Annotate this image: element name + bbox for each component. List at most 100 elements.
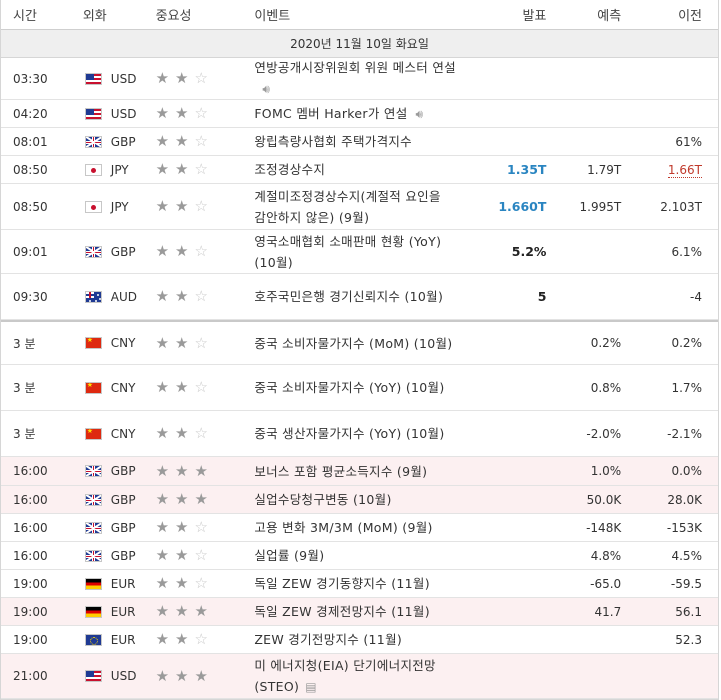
- table-row[interactable]: 16:00 GBP ★ ★ ☆ 실업률 (9월) 4.8% 4.5%: [1, 542, 718, 570]
- event-name[interactable]: 중국 생산자물가지수 (YoY) (10월): [245, 423, 459, 444]
- previous-value: 6.1%: [671, 244, 702, 259]
- event-link[interactable]: 조정경상수지: [254, 162, 326, 177]
- event-link[interactable]: 연방공개시장위원회 위원 메스터 연설: [254, 60, 456, 75]
- col-currency-header[interactable]: 외화: [82, 9, 107, 24]
- event-name[interactable]: 미 에너지청(EIA) 단기에너지전망 (STEO) ▤: [245, 655, 459, 698]
- speaker-icon: 🔊︎: [415, 106, 424, 121]
- star-filled-icon: ★: [175, 518, 189, 536]
- table-row[interactable]: 16:00 GBP ★ ★ ★ 실업수당청구변동 (10월) 50.0K 28.0K: [1, 486, 718, 514]
- currency-code: EUR: [110, 604, 136, 619]
- star-filled-icon: ★: [155, 518, 170, 536]
- event-link[interactable]: 실업률 (9월): [254, 548, 325, 563]
- table-row[interactable]: 19:00 EUR ★ ★ ★ 독일 ZEW 경제전망지수 (11월) 41.7 56.1: [1, 598, 718, 626]
- star-empty-icon: ☆: [194, 287, 208, 305]
- event-name[interactable]: 연방공개시장위원회 위원 메스터 연설 🔊︎: [245, 57, 459, 100]
- event-link[interactable]: 호주국민은행 경기신뢰지수 (10월): [254, 289, 444, 304]
- star-filled-icon: ★: [175, 630, 189, 648]
- importance-stars: ★ ★ ☆: [149, 244, 246, 259]
- us-flag-icon: [84, 670, 102, 682]
- currency-code: GBP: [110, 492, 136, 507]
- event-time: 3 분: [13, 381, 36, 395]
- currency-code: CNY: [110, 380, 136, 395]
- importance-stars: ★ ★ ☆: [149, 426, 246, 441]
- table-row[interactable]: 04:20 USD ★ ★ ☆ FOMC 멤버 Harker가 연설 🔊︎: [1, 100, 718, 128]
- germany-flag-icon: [84, 577, 102, 590]
- table-row[interactable]: 08:01 GBP ★ ★ ☆ 왕립측량사협회 주택가격지수 61%: [1, 128, 718, 156]
- star-filled-icon: ★: [175, 104, 189, 122]
- table-row[interactable]: 3 분 CNY ★ ★ ☆ 중국 생산자물가지수 (YoY) (10월) -2.0% -2.1…: [1, 411, 718, 457]
- table-row[interactable]: 16:00 GBP ★ ★ ★ 보너스 포함 평균소득지수 (9월) 1.0% 0.0%: [1, 457, 718, 486]
- currency-cell: GBP: [77, 135, 149, 149]
- event-name[interactable]: 독일 ZEW 경기동향지수 (11월): [245, 573, 459, 594]
- event-link[interactable]: 고용 변화 3M/3M (MoM) (9월): [254, 520, 433, 535]
- table-row[interactable]: 3 분 CNY ★ ★ ☆ 중국 소비자물가지수 (MoM) (10월) 0.2% 0.2%: [1, 320, 718, 365]
- col-event-header[interactable]: 이벤트: [254, 9, 291, 24]
- table-row[interactable]: 19:00 EUR ★ ★ ☆ ZEW 경기전망지수 (11월) 52.3: [1, 626, 718, 654]
- event-name[interactable]: 보너스 포함 평균소득지수 (9월): [245, 461, 459, 482]
- previous-value: 52.3: [675, 632, 702, 647]
- currency-code: USD: [110, 106, 137, 121]
- table-row[interactable]: 09:30 AUD ★ ★ ☆ 호주국민은행 경기신뢰지수 (10월) 5 -4: [1, 274, 718, 320]
- event-name[interactable]: FOMC 멤버 Harker가 연설 🔊︎: [245, 103, 459, 125]
- importance-stars: ★ ★ ☆: [149, 134, 246, 149]
- col-previous-header[interactable]: 이전: [678, 9, 702, 24]
- event-name[interactable]: 실업수당청구변동 (10월): [245, 489, 459, 510]
- event-link[interactable]: FOMC 멤버 Harker가 연설: [254, 105, 408, 121]
- previous-value: 56.1: [675, 604, 702, 619]
- table-row[interactable]: 21:00 USD ★ ★ ★ 미 에너지청(EIA) 단기에너지전망 (STEO) ▤: [1, 654, 718, 699]
- actual-value: 1.660T: [498, 199, 547, 214]
- star-empty-icon: ☆: [194, 104, 208, 122]
- event-name[interactable]: 중국 소비자물가지수 (MoM) (10월): [245, 333, 459, 354]
- currency-cell: USD: [77, 669, 149, 683]
- star-filled-icon: ★: [155, 242, 170, 260]
- currency-cell: USD: [77, 107, 149, 121]
- event-link[interactable]: 실업수당청구변동 (10월): [254, 492, 392, 507]
- currency-cell: USD: [77, 72, 149, 86]
- japan-flag-icon: [84, 163, 102, 176]
- star-empty-icon: ☆: [194, 630, 208, 648]
- forecast-value: 0.2%: [590, 336, 622, 350]
- event-name[interactable]: 영국소매협회 소매판매 현황 (YoY) (10월): [245, 231, 459, 273]
- event-name[interactable]: 독일 ZEW 경제전망지수 (11월): [245, 601, 459, 622]
- table-row[interactable]: 16:00 GBP ★ ★ ☆ 고용 변화 3M/3M (MoM) (9월) -148K -1…: [1, 514, 718, 542]
- importance-stars: ★ ★ ☆: [149, 520, 246, 535]
- event-link[interactable]: ZEW 경기전망지수 (11월): [254, 632, 403, 647]
- event-link[interactable]: 미 에너지청(EIA) 단기에너지전망 (STEO): [254, 657, 436, 694]
- event-link[interactable]: 보너스 포함 평균소득지수 (9월): [254, 463, 428, 479]
- table-row[interactable]: 09:01 GBP ★ ★ ☆ 영국소매협회 소매판매 현황 (YoY) (10월) 5.2…: [1, 230, 718, 274]
- table-row[interactable]: 08:50 JPY ★ ★ ☆ 조정경상수지 1.35T 1.79T 1.66T: [1, 156, 718, 184]
- event-name[interactable]: 왕립측량사협회 주택가격지수: [245, 131, 459, 152]
- event-name[interactable]: ZEW 경기전망지수 (11월): [245, 629, 459, 650]
- date-label: 2020년 11월 10일 화요일: [290, 37, 429, 51]
- table-row[interactable]: 3 분 CNY ★ ★ ☆ 중국 소비자물가지수 (YoY) (10월) 0.8% 1.7%: [1, 365, 718, 411]
- event-time: 08:01: [13, 134, 48, 149]
- event-name[interactable]: 중국 소비자물가지수 (YoY) (10월): [245, 377, 459, 398]
- previous-value: 61%: [675, 134, 702, 149]
- event-link[interactable]: 독일 ZEW 경기동향지수 (11월): [254, 576, 430, 591]
- event-link[interactable]: 중국 소비자물가지수 (MoM) (10월): [254, 335, 453, 351]
- event-link[interactable]: 중국 소비자물가지수 (YoY) (10월): [254, 380, 445, 395]
- event-name[interactable]: 호주국민은행 경기신뢰지수 (10월): [245, 286, 459, 307]
- col-time-header[interactable]: 시간: [13, 9, 37, 24]
- table-row[interactable]: 19:00 EUR ★ ★ ☆ 독일 ZEW 경기동향지수 (11월) -65.0 -59.5: [1, 570, 718, 598]
- forecast-value: 41.7: [594, 604, 622, 619]
- event-link[interactable]: 계절미조정경상수지(계절적 요인을 감안하지 않은) (9월): [254, 188, 441, 225]
- currency-cell: CNY: [77, 381, 149, 395]
- event-link[interactable]: 중국 생산자물가지수 (YoY) (10월): [254, 426, 445, 441]
- event-link[interactable]: 독일 ZEW 경제전망지수 (11월): [254, 604, 430, 619]
- event-name[interactable]: 실업률 (9월): [245, 545, 459, 566]
- col-importance-header[interactable]: 중요성: [155, 9, 192, 24]
- table-row[interactable]: 08:50 JPY ★ ★ ☆ 계절미조정경상수지(계절적 요인을 감안하지 않은) (9…: [1, 184, 718, 230]
- event-name[interactable]: 조정경상수지: [245, 159, 459, 180]
- star-empty-icon: ☆: [194, 242, 208, 260]
- china-flag-icon: [84, 427, 102, 440]
- col-forecast-header[interactable]: 예측: [597, 9, 622, 24]
- col-actual-header[interactable]: 발표: [522, 9, 547, 24]
- currency-cell: JPY: [77, 163, 149, 177]
- event-link[interactable]: 왕립측량사협회 주택가격지수: [254, 134, 412, 149]
- star-filled-icon: ★: [175, 242, 189, 260]
- event-name[interactable]: 고용 변화 3M/3M (MoM) (9월): [245, 517, 459, 538]
- table-row[interactable]: 03:30 USD ★ ★ ☆ 연방공개시장위원회 위원 메스터 연설 🔊︎: [1, 58, 718, 100]
- event-name[interactable]: 계절미조정경상수지(계절적 요인을 감안하지 않은) (9월): [245, 186, 459, 228]
- event-link[interactable]: 영국소매협회 소매판매 현황 (YoY) (10월): [254, 233, 442, 270]
